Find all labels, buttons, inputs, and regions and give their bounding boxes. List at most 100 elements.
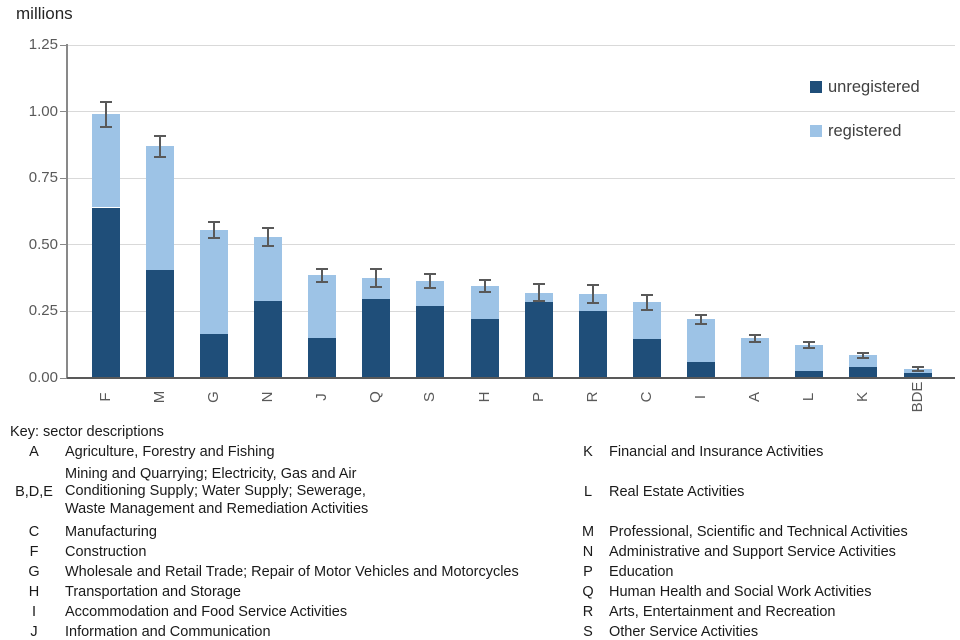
error-bar-cap-top (370, 267, 383, 270)
x-axis-label: G (204, 391, 222, 403)
key-desc: Wholesale and Retail Trade; Repair of Mo… (65, 564, 519, 580)
key-code: S (583, 624, 593, 640)
error-bar-cap-top (532, 283, 545, 286)
error-bar-cap-top (316, 267, 329, 270)
y-axis-tick (60, 377, 66, 379)
error-bar (104, 101, 107, 127)
y-axis-tick (60, 111, 66, 113)
key-desc-line: Conditioning Supply; Water Supply; Sewer… (65, 483, 366, 500)
key-code: I (31, 604, 37, 620)
bar-segment-unregistered (91, 207, 120, 378)
error-bar (158, 135, 161, 157)
error-bar-cap-top (261, 227, 274, 230)
bar-segment-unregistered (578, 311, 607, 378)
bar-segment-unregistered (903, 372, 932, 378)
x-axis-label: I (692, 394, 710, 400)
error-bar-cap-bottom (749, 340, 762, 343)
x-axis-label: L (800, 392, 818, 402)
key-desc: Construction (65, 544, 147, 560)
gridline (67, 310, 955, 312)
y-axis-tick (60, 244, 66, 246)
key-desc: Information and Communication (65, 624, 271, 640)
error-bar-cap-top (749, 333, 762, 336)
y-tick-label: 1.25 (28, 36, 58, 53)
bar-segment-unregistered (470, 319, 499, 378)
key-desc-line: Mining and Quarrying; Electricity, Gas a… (65, 465, 357, 482)
y-axis-tick (60, 310, 66, 312)
error-bar-cap-bottom (99, 125, 112, 128)
key-code: L (583, 484, 593, 500)
error-bar (266, 228, 269, 246)
error-bar-cap-top (857, 351, 870, 354)
key-desc: Agriculture, Forestry and Fishing (65, 444, 275, 460)
key-code: R (582, 604, 594, 620)
bar-segment-unregistered (145, 270, 174, 378)
error-bar-cap-bottom (911, 369, 924, 372)
key-desc: Financial and Insurance Activities (609, 444, 824, 460)
key-desc: Accommodation and Food Service Activitie… (65, 604, 348, 620)
y-tick-label: 0.25 (28, 302, 58, 320)
error-bar (862, 352, 865, 358)
error-bar-cap-bottom (586, 302, 599, 305)
key-desc: Human Health and Social Work Activities (609, 584, 872, 600)
x-axis-label: K (854, 392, 872, 403)
x-axis-label: H (475, 391, 493, 403)
bar-segment-registered (687, 319, 716, 362)
key-code: P (583, 564, 593, 580)
x-axis-label: P (529, 392, 547, 403)
error-bar-cap-top (640, 293, 653, 296)
error-bar (483, 279, 486, 293)
key-code: B,D,E (15, 484, 53, 500)
bar-segment-registered (253, 236, 282, 301)
error-bar-cap-top (424, 272, 437, 275)
bar-segment-registered (199, 230, 228, 335)
bar-segment-registered (741, 338, 770, 377)
error-bar (429, 273, 432, 288)
chart-title: millions (16, 4, 73, 23)
bar-segment-unregistered (632, 339, 661, 378)
key-code: K (583, 444, 593, 460)
bar-segment-registered (145, 146, 174, 271)
key-code: A (29, 444, 39, 460)
y-tick-label: 0.00 (28, 369, 58, 386)
legend: unregistered registered (810, 77, 920, 141)
error-bar (537, 284, 540, 302)
registered-swatch-icon (810, 125, 822, 137)
error-bar (754, 334, 757, 342)
error-bar-cap-bottom (370, 286, 383, 289)
bar-segment-unregistered (253, 300, 282, 378)
bar-segment-unregistered (199, 334, 228, 378)
bar-segment-unregistered (416, 306, 445, 378)
error-bar-cap-top (99, 100, 112, 103)
y-tick-label: 1.00 (28, 102, 58, 120)
x-axis-label: Q (367, 391, 385, 403)
legend-label-registered: registered (828, 121, 902, 140)
error-bar-cap-top (695, 313, 708, 316)
error-bar-cap-bottom (316, 281, 329, 284)
error-bar-cap-top (478, 278, 491, 281)
x-axis-label: N (258, 391, 276, 403)
key-code: M (581, 524, 595, 540)
y-axis-tick (60, 177, 66, 179)
bar-segment-unregistered (362, 299, 391, 378)
key-desc: Manufacturing (65, 524, 157, 540)
bar-segment-unregistered (524, 302, 553, 378)
legend-item-registered: registered (810, 121, 920, 141)
key-desc: Transportation and Storage (65, 584, 241, 600)
x-axis-label: R (583, 391, 601, 403)
legend-label-unregistered: unregistered (828, 77, 920, 96)
error-bar-cap-bottom (153, 155, 166, 158)
key-title: Key: sector descriptions (10, 424, 164, 440)
error-bar (375, 268, 378, 288)
y-axis (66, 44, 68, 379)
error-bar-cap-bottom (857, 357, 870, 360)
error-bar-cap-bottom (478, 291, 491, 294)
unregistered-swatch-icon (810, 81, 822, 93)
bar-segment-registered (795, 344, 824, 372)
error-bar (916, 366, 919, 371)
error-bar-cap-top (911, 365, 924, 368)
key-code: C (28, 524, 40, 540)
key-code: F (29, 544, 39, 560)
error-bar-cap-top (803, 340, 816, 343)
error-bar (321, 268, 324, 283)
